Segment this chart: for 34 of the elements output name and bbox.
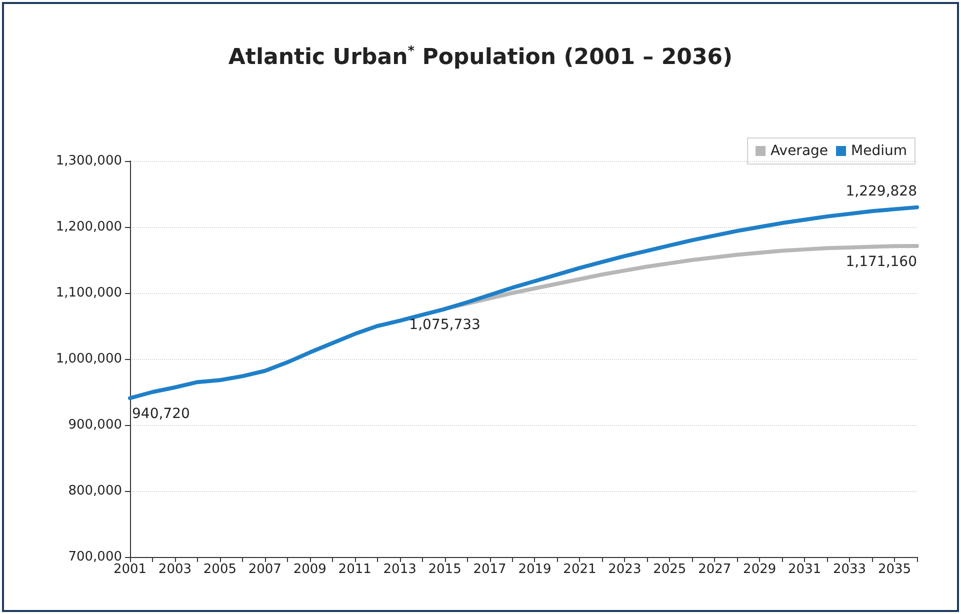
y-tick-label: 800,000 <box>68 484 122 498</box>
x-tick-label: 2009 <box>293 562 326 577</box>
data-label: 940,720 <box>132 406 190 422</box>
chart-title: Atlantic Urban* Population (2001 – 2036) <box>228 44 733 70</box>
data-label: 1,075,733 <box>409 317 480 334</box>
x-tick-label: 2027 <box>698 562 732 577</box>
y-tick-label: 1,100,000 <box>56 286 122 300</box>
x-tick-label: 2015 <box>428 562 462 577</box>
x-tick-label: 2003 <box>158 562 192 577</box>
x-tick-label: 2029 <box>743 562 776 577</box>
x-tick-label: 2023 <box>608 562 642 577</box>
x-tick-label: 2001 <box>113 562 147 577</box>
x-tick-label: 2007 <box>248 562 282 577</box>
x-tick-label: 2019 <box>518 562 552 577</box>
x-tick-label: 2017 <box>473 562 506 577</box>
y-tick-label: 1,000,000 <box>56 352 122 366</box>
x-tick-label: 2005 <box>203 562 236 577</box>
legend-label: Average <box>770 143 828 159</box>
data-label: 1,171,160 <box>846 254 917 270</box>
x-tick-label: 2035 <box>878 562 912 577</box>
line-series <box>442 244 919 311</box>
y-tick-label: 1,200,000 <box>56 220 122 234</box>
x-tick-label: 2011 <box>338 562 372 577</box>
x-tick-label: 2013 <box>383 562 416 577</box>
line-series <box>128 205 919 400</box>
y-tick-label: 900,000 <box>68 418 122 432</box>
data-label: 1,229,828 <box>846 183 917 200</box>
legend-label: Medium <box>851 143 908 159</box>
y-tick-label: 1,300,000 <box>56 154 122 168</box>
x-tick-label: 2031 <box>788 562 822 577</box>
x-tick-label: 2025 <box>653 562 686 577</box>
y-tick-label: 700,000 <box>68 550 122 564</box>
x-tick-label: 2021 <box>563 562 596 577</box>
x-tick-label: 2033 <box>832 562 866 577</box>
